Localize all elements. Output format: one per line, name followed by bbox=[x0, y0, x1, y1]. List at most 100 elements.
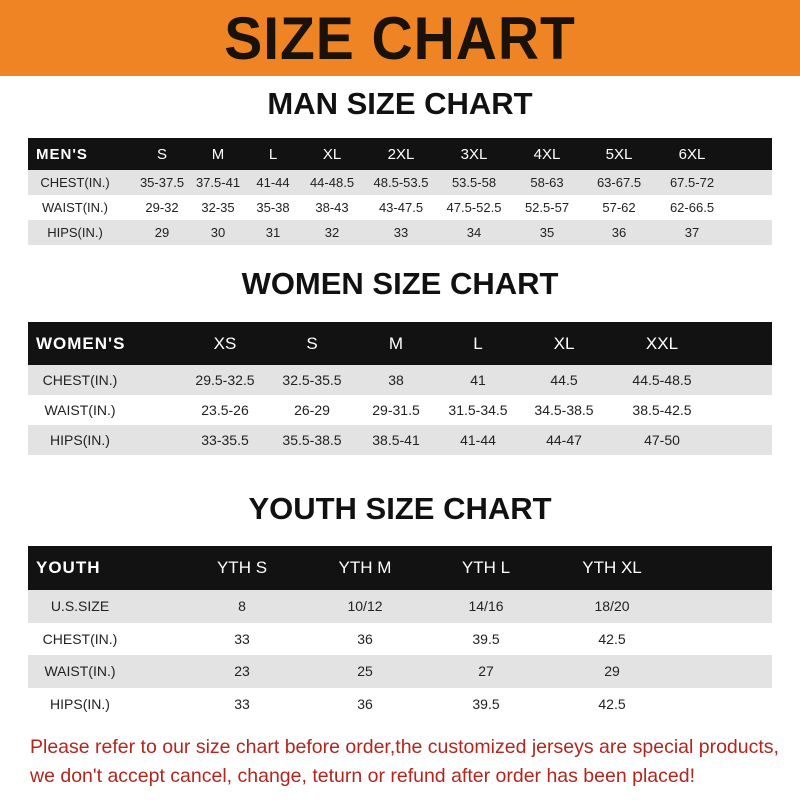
table-cell: 34 bbox=[466, 225, 482, 240]
table-cell: 31.5-34.5 bbox=[448, 402, 508, 418]
table-row: U.S.SIZE 8 10/12 14/16 18/20 bbox=[28, 590, 772, 623]
table-cell: 33-35.5 bbox=[201, 432, 249, 448]
table-cell: 44.5 bbox=[550, 372, 578, 388]
size-header: YTH XL bbox=[582, 558, 642, 577]
table-cell: 36 bbox=[357, 695, 373, 712]
table-cell: 44-47 bbox=[546, 432, 582, 448]
table-cell: 35-37.5 bbox=[139, 175, 185, 190]
table-row: HIPS(IN.) 33 36 39.5 42.5 bbox=[28, 687, 772, 720]
table-cell: 41-44 bbox=[256, 175, 290, 190]
row-label: CHEST(IN.) bbox=[40, 175, 110, 190]
women-header-row: WOMEN'S XS S M L XL XXL bbox=[28, 322, 772, 365]
table-row: CHEST(IN.) 33 36 39.5 42.5 bbox=[28, 622, 772, 655]
table-row: WAIST(IN.) 23.5-26 26-29 29-31.5 31.5-34.5 34… bbox=[28, 395, 772, 425]
table-cell: 62-66.5 bbox=[669, 200, 715, 215]
table-cell: 53.5-58 bbox=[451, 175, 497, 190]
table-cell: 32 bbox=[324, 225, 340, 240]
table-row: HIPS(IN.) 29 30 31 32 33 34 35 36 37 bbox=[28, 220, 772, 245]
table-cell: 26-29 bbox=[294, 402, 330, 418]
table-cell: 67.5-72 bbox=[669, 175, 715, 190]
size-header: M bbox=[388, 333, 404, 353]
size-header: YTH L bbox=[461, 558, 511, 577]
size-header: XL bbox=[322, 145, 342, 163]
table-cell: 27 bbox=[478, 663, 494, 680]
table-row: HIPS(IN.) 33-35.5 35.5-38.5 38.5-41 41-44 44-… bbox=[28, 425, 772, 455]
table-cell: 52.5-57 bbox=[524, 200, 570, 215]
table-cell: 44-48.5 bbox=[309, 175, 355, 190]
table-cell: 38.5-42.5 bbox=[632, 402, 692, 418]
men-table-title: MAN SIZE CHART bbox=[267, 86, 533, 121]
table-heading: WOMEN'S bbox=[36, 333, 126, 353]
table-cell: 23 bbox=[234, 663, 250, 680]
size-header: XXL bbox=[645, 333, 679, 353]
row-label: HIPS(IN.) bbox=[50, 432, 110, 448]
table-cell: 29-32 bbox=[145, 200, 179, 215]
size-header: 5XL bbox=[605, 145, 633, 163]
size-header: 4XL bbox=[533, 145, 561, 163]
row-label: CHEST(IN.) bbox=[42, 372, 118, 388]
table-cell: 41 bbox=[470, 372, 486, 388]
table-cell: 33 bbox=[234, 695, 250, 712]
size-header: YTH M bbox=[338, 558, 392, 577]
youth-header-row: YOUTH YTH S YTH M YTH L YTH XL bbox=[28, 546, 772, 590]
size-header: XS bbox=[213, 333, 237, 353]
size-header: 3XL bbox=[460, 145, 488, 163]
table-cell: 33 bbox=[393, 225, 409, 240]
table-cell: 25 bbox=[357, 663, 373, 680]
table-cell: 33 bbox=[234, 630, 250, 647]
table-cell: 32-35 bbox=[201, 200, 235, 215]
table-row: CHEST(IN.) 29.5-32.5 32.5-35.5 38 41 44.5 44.5… bbox=[28, 365, 772, 395]
table-cell: 29-31.5 bbox=[372, 402, 420, 418]
table-cell: 31 bbox=[265, 225, 281, 240]
size-header: S bbox=[156, 145, 168, 163]
table-cell: 63-67.5 bbox=[596, 175, 642, 190]
table-cell: 36 bbox=[357, 630, 373, 647]
table-cell: 57-62 bbox=[602, 200, 636, 215]
banner-title: SIZE CHART bbox=[224, 4, 576, 72]
table-cell: 35-38 bbox=[256, 200, 290, 215]
row-label: U.S.SIZE bbox=[50, 598, 110, 615]
table-row: WAIST(IN.) 29-32 32-35 35-38 38-43 43-47.5 47.… bbox=[28, 195, 772, 220]
row-label: WAIST(IN.) bbox=[42, 200, 108, 215]
table-cell: 39.5 bbox=[472, 630, 500, 647]
table-heading: YOUTH bbox=[36, 558, 101, 577]
row-label: HIPS(IN.) bbox=[50, 695, 110, 712]
table-cell: 37 bbox=[684, 225, 700, 240]
size-header: YTH S bbox=[216, 558, 268, 577]
table-cell: 29 bbox=[604, 663, 620, 680]
table-cell: 47.5-52.5 bbox=[446, 200, 502, 215]
size-header: 2XL bbox=[387, 145, 415, 163]
table-row: WAIST(IN.) 23 25 27 29 bbox=[28, 655, 772, 688]
table-cell: 58-63 bbox=[530, 175, 564, 190]
table-cell: 43-47.5 bbox=[378, 200, 424, 215]
note-line-2: we don't accept cancel, change, teturn o… bbox=[30, 765, 695, 787]
table-cell: 42.5 bbox=[598, 695, 626, 712]
table-cell: 42.5 bbox=[598, 630, 626, 647]
table-heading: MEN'S bbox=[36, 145, 88, 163]
row-label: WAIST(IN.) bbox=[44, 402, 116, 418]
size-chart-banner: SIZE CHART bbox=[0, 0, 800, 76]
table-cell: 18/20 bbox=[594, 598, 630, 615]
table-cell: 10/12 bbox=[347, 598, 383, 615]
women-table-title: WOMEN SIZE CHART bbox=[241, 266, 559, 301]
table-cell: 44.5-48.5 bbox=[632, 372, 692, 388]
men-header-row: MEN'S S M L XL 2XL 3XL 4XL 5XL 6XL bbox=[28, 138, 772, 170]
table-cell: 34.5-38.5 bbox=[534, 402, 594, 418]
size-header: XL bbox=[553, 333, 575, 353]
table-cell: 47-50 bbox=[644, 432, 680, 448]
table-cell: 14/16 bbox=[468, 598, 504, 615]
table-cell: 8 bbox=[238, 598, 246, 615]
table-cell: 48.5-53.5 bbox=[373, 175, 429, 190]
table-cell: 38 bbox=[388, 372, 404, 388]
row-label: WAIST(IN.) bbox=[44, 663, 116, 680]
row-label: HIPS(IN.) bbox=[47, 225, 103, 240]
table-cell: 32.5-35.5 bbox=[282, 372, 342, 388]
table-cell: 29.5-32.5 bbox=[195, 372, 255, 388]
size-header: L bbox=[473, 333, 483, 353]
table-cell: 37.5-41 bbox=[195, 175, 241, 190]
table-cell: 29 bbox=[154, 225, 170, 240]
table-cell: 23.5-26 bbox=[201, 402, 249, 418]
size-header: S bbox=[306, 333, 318, 353]
note-line-1: Please refer to our size chart before or… bbox=[30, 736, 779, 758]
table-cell: 36 bbox=[611, 225, 627, 240]
